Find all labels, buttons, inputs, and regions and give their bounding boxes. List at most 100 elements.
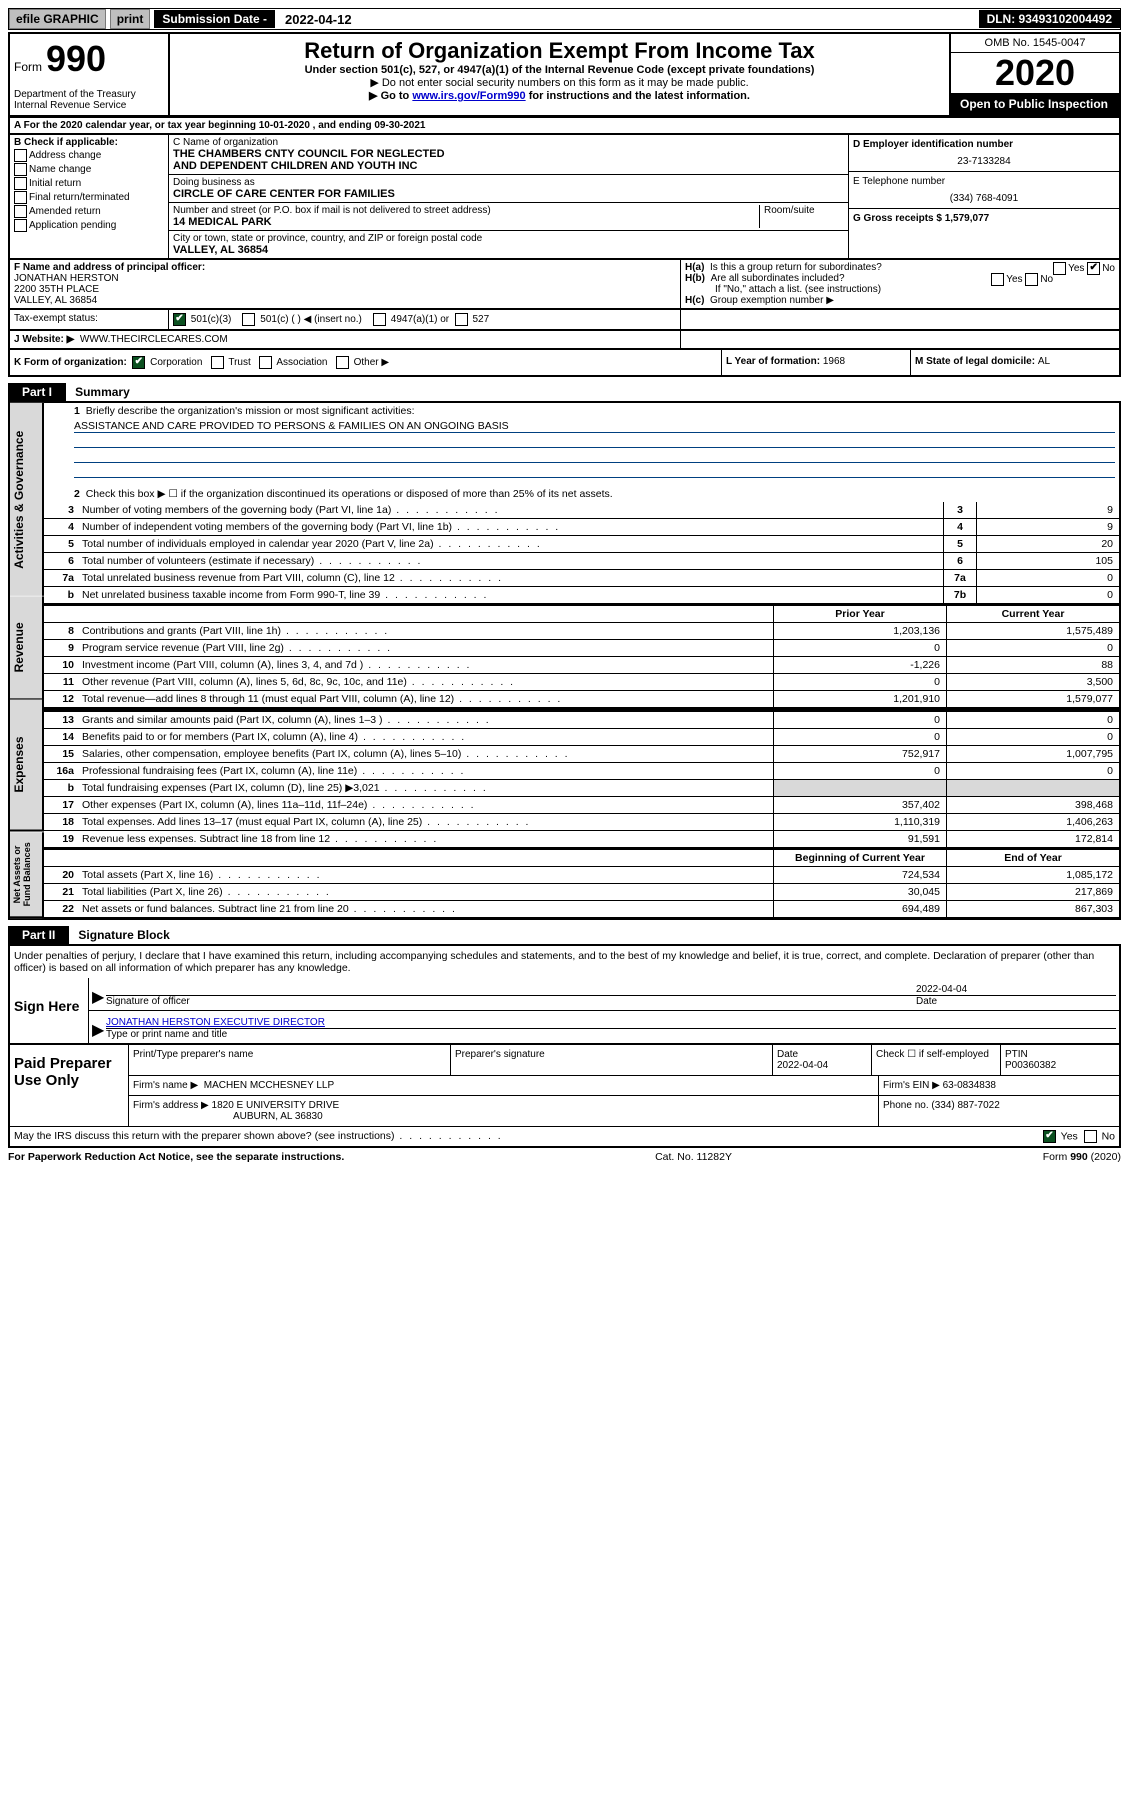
city-cell: City or town, state or province, country… (169, 231, 848, 258)
check-pending[interactable]: Application pending (14, 219, 164, 232)
tax-status-row: Tax-exempt status: ✔ 501(c)(3) 501(c) ( … (8, 310, 1121, 331)
preparer-date-cell: Date2022-04-04 (773, 1045, 872, 1075)
data-row: 17Other expenses (Part IX, column (A), l… (44, 797, 1119, 814)
preparer-name-cell: Print/Type preparer's name (129, 1045, 451, 1075)
year-formation-cell: L Year of formation: 1968 (722, 350, 911, 375)
submission-date-label: Submission Date - (154, 10, 275, 28)
cat-number: Cat. No. 11282Y (655, 1151, 732, 1163)
data-row: 14Benefits paid to or for members (Part … (44, 729, 1119, 746)
rev-header-row: Prior Year Current Year (44, 604, 1119, 623)
tax-status-label: Tax-exempt status: (10, 310, 169, 329)
check-name[interactable]: Name change (14, 163, 164, 176)
department-label: Department of the Treasury Internal Reve… (14, 89, 164, 111)
part1-body: 1 Briefly describe the organization's mi… (44, 403, 1119, 918)
data-row: 22Net assets or fund balances. Subtract … (44, 901, 1119, 918)
identity-block: B Check if applicable: Address change Na… (8, 135, 1121, 260)
row-a-taxyear: A For the 2020 calendar year, or tax yea… (8, 118, 1121, 135)
gov-row: 3Number of voting members of the governi… (44, 502, 1119, 519)
pra-notice: For Paperwork Reduction Act Notice, see … (8, 1151, 344, 1163)
check-b-column: B Check if applicable: Address change Na… (10, 135, 169, 258)
gov-row: 6Total number of volunteers (estimate if… (44, 553, 1119, 570)
tab-netassets: Net Assets or Fund Balances (10, 832, 44, 918)
website-cell: J Website: ▶ WWW.THECIRCLECARES.COM (10, 331, 681, 348)
form-word: Form (14, 60, 42, 74)
form-title: Return of Organization Exempt From Incom… (174, 38, 945, 64)
org-name-cell: C Name of organization THE CHAMBERS CNTY… (169, 135, 848, 175)
header-center: Return of Organization Exempt From Incom… (170, 34, 949, 115)
tab-revenue: Revenue (10, 596, 44, 700)
website-row: J Website: ▶ WWW.THECIRCLECARES.COM (8, 331, 1121, 350)
street-cell: Number and street (or P.O. box if mail i… (169, 203, 848, 231)
part1-title: Summary (75, 385, 130, 399)
officer-cell: F Name and address of principal officer:… (10, 260, 680, 308)
name-address-column: C Name of organization THE CHAMBERS CNTY… (169, 135, 848, 258)
officer-group-block: F Name and address of principal officer:… (8, 260, 1121, 310)
tab-expenses: Expenses (10, 700, 44, 832)
print-button[interactable]: print (110, 9, 151, 29)
data-row: 18Total expenses. Add lines 13–17 (must … (44, 814, 1119, 831)
inspection-label: Open to Public Inspection (949, 93, 1119, 115)
paid-preparer-block: Paid Preparer Use Only Print/Type prepar… (10, 1043, 1119, 1126)
omb-number: OMB No. 1545-0047 (949, 34, 1119, 53)
form-footer: Form 990 (2020) (1043, 1151, 1121, 1163)
form-subtitle-2: ▶ Do not enter social security numbers o… (174, 76, 945, 89)
form-subtitle-1: Under section 501(c), 527, or 4947(a)(1)… (174, 64, 945, 76)
data-row: 21Total liabilities (Part X, line 26)30,… (44, 884, 1119, 901)
data-row: 13Grants and similar amounts paid (Part … (44, 710, 1119, 729)
data-row: bTotal fundraising expenses (Part IX, co… (44, 780, 1119, 797)
sign-date: 2022-04-04 Date (916, 984, 1116, 1007)
group-return-cell: H(a) Is this a group return for subordin… (680, 260, 1119, 308)
tax-status-right (681, 310, 1119, 329)
data-row: 16aProfessional fundraising fees (Part I… (44, 763, 1119, 780)
officer-signature-line: Signature of officer (106, 995, 916, 1007)
check-address[interactable]: Address change (14, 149, 164, 162)
officer-name-line: JONATHAN HERSTON EXECUTIVE DIRECTOR Type… (106, 1017, 1116, 1040)
check-initial[interactable]: Initial return (14, 177, 164, 190)
footer-row: For Paperwork Reduction Act Notice, see … (8, 1148, 1121, 1166)
data-row: 15Salaries, other compensation, employee… (44, 746, 1119, 763)
ein-cell: D Employer identification number 23-7133… (849, 135, 1119, 172)
part2-header-row: Part II Signature Block (8, 920, 1121, 944)
data-row: 10Investment income (Part VIII, column (… (44, 657, 1119, 674)
tax-year: 2020 (949, 53, 1119, 93)
firm-name-cell: Firm's name ▶ MACHEN MCCHESNEY LLP (129, 1076, 879, 1095)
line2-checkbox: 2 Check this box ▶ ☐ if the organization… (44, 480, 1119, 502)
top-bar: efile GRAPHIC print Submission Date - 20… (8, 8, 1121, 30)
check-final[interactable]: Final return/terminated (14, 191, 164, 204)
irs-link[interactable]: www.irs.gov/Form990 (412, 90, 525, 102)
org-form-cell: K Form of organization: ✔ Corporation Tr… (10, 350, 722, 375)
header-left: Form 990 Department of the Treasury Inte… (10, 34, 170, 115)
form-header: Form 990 Department of the Treasury Inte… (8, 32, 1121, 118)
part1-badge: Part I (8, 383, 66, 401)
part1-box: Activities & Governance Revenue Expenses… (8, 401, 1121, 920)
paid-preparer-label: Paid Preparer Use Only (10, 1045, 128, 1126)
data-row: 19Revenue less expenses. Subtract line 1… (44, 831, 1119, 848)
gov-row: 7aTotal unrelated business revenue from … (44, 570, 1119, 587)
firm-address-cell: Firm's address ▶ 1820 E UNIVERSITY DRIVE… (129, 1096, 879, 1126)
phone-cell: E Telephone number (334) 768-4091 (849, 172, 1119, 209)
firm-phone-cell: Phone no. (334) 887-7022 (879, 1096, 1119, 1126)
form-subtitle-3: ▶ Go to www.irs.gov/Form990 for instruct… (174, 89, 945, 102)
name-arrow-icon: ▶ (92, 1020, 106, 1040)
header-right: OMB No. 1545-0047 2020 Open to Public In… (949, 34, 1119, 115)
state-domicile-cell: M State of legal domicile: AL (911, 350, 1119, 375)
data-row: 9Program service revenue (Part VIII, lin… (44, 640, 1119, 657)
data-row: 11Other revenue (Part VIII, column (A), … (44, 674, 1119, 691)
efile-label: efile GRAPHIC (9, 9, 106, 29)
part2-box: Under penalties of perjury, I declare th… (8, 944, 1121, 1148)
net-header-row: Beginning of Current Year End of Year (44, 848, 1119, 867)
tax-status-options: ✔ 501(c)(3) 501(c) ( ) ◀ (insert no.) 49… (169, 310, 681, 329)
part1-header-row: Part I Summary (8, 377, 1121, 401)
sign-arrow-icon: ▶ (92, 987, 106, 1007)
self-employed-cell: Check ☐ if self-employed (872, 1045, 1001, 1075)
gross-receipts-cell: G Gross receipts $ 1,579,077 (849, 209, 1119, 228)
sign-here-block: Sign Here ▶ Signature of officer 2022-04… (10, 978, 1119, 1043)
check-amended[interactable]: Amended return (14, 205, 164, 218)
line1-mission: 1 Briefly describe the organization's mi… (44, 403, 1119, 480)
dln-label: DLN: 93493102004492 (979, 10, 1120, 28)
penalties-text: Under penalties of perjury, I declare th… (10, 946, 1119, 978)
data-row: 20Total assets (Part X, line 16)724,5341… (44, 867, 1119, 884)
gov-row: bNet unrelated business taxable income f… (44, 587, 1119, 604)
form-number: 990 (46, 38, 106, 80)
ptin-cell: PTINP00360382 (1001, 1045, 1119, 1075)
